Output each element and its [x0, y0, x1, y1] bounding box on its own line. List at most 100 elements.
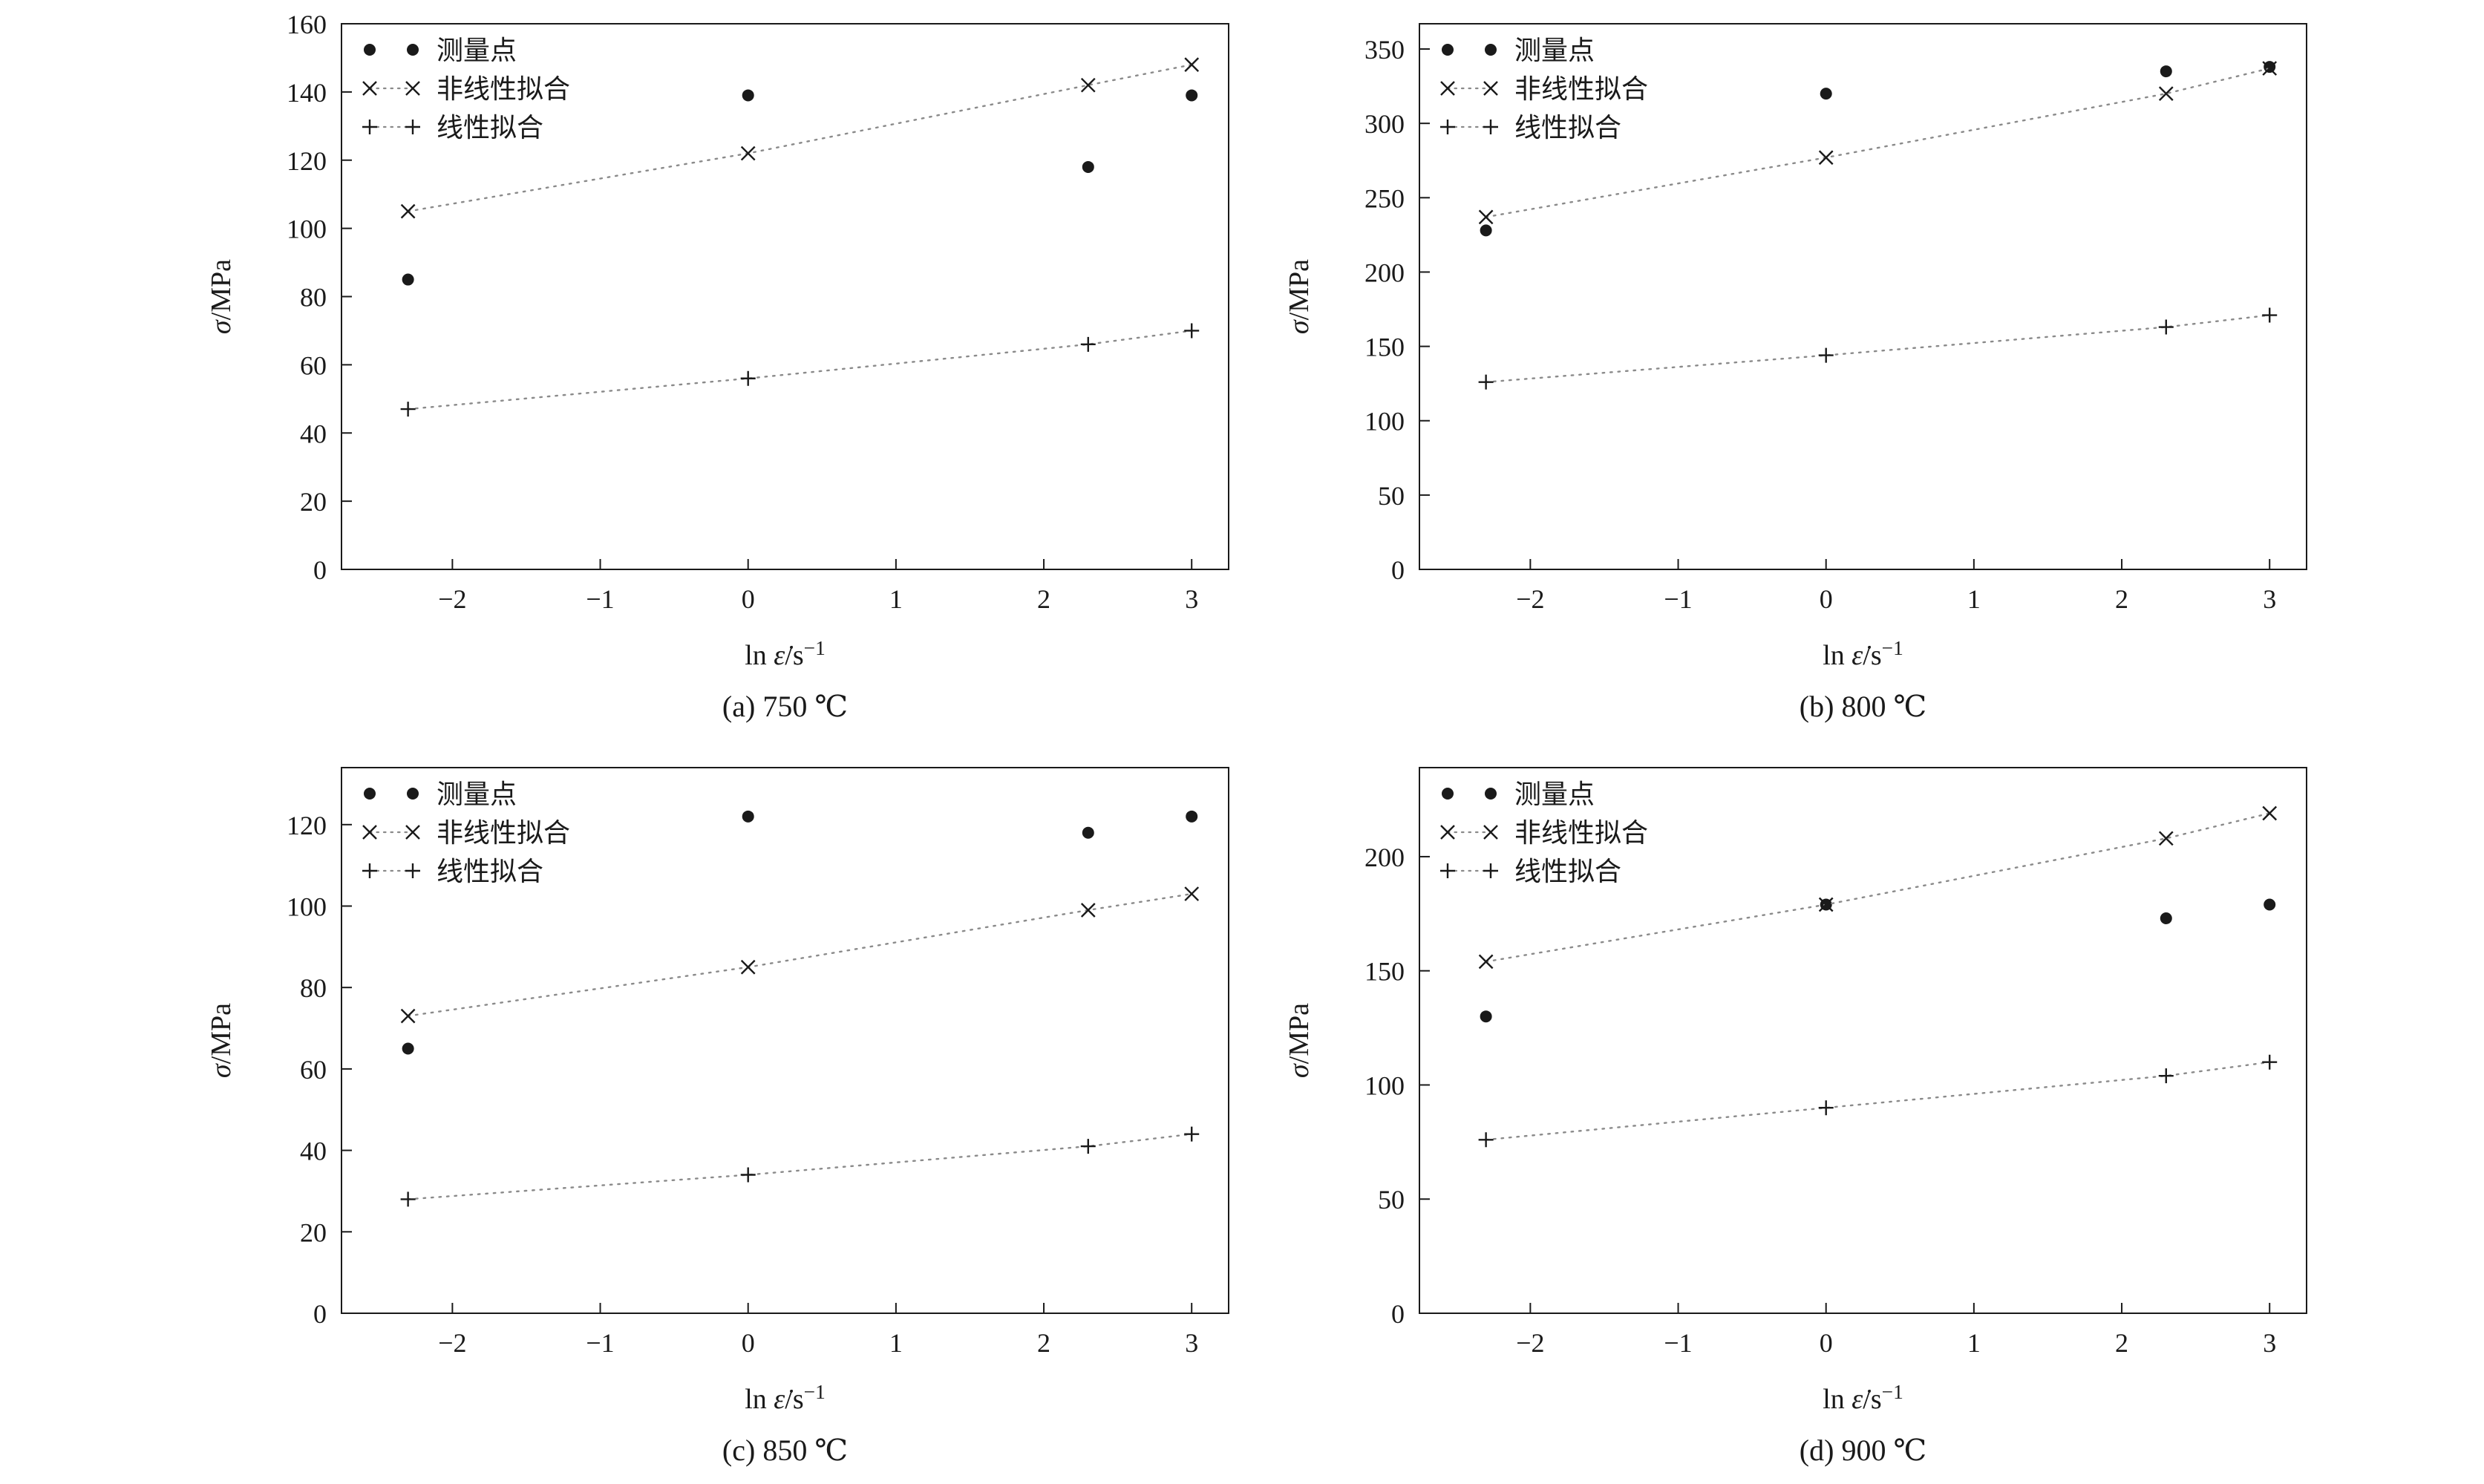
dot-marker — [1082, 826, 1094, 839]
legend-item: 非线性拟合 — [1440, 74, 1648, 104]
x-tick-label: −2 — [1516, 584, 1544, 614]
y-tick-label: 0 — [313, 1299, 327, 1329]
dot-marker — [364, 44, 376, 56]
chart-a: −2 −1 0 1 2 3 0 20 40 60 80 100 120 140 160 测量点非线性拟合线性拟… — [206, 10, 1229, 671]
x-marker — [2158, 831, 2174, 846]
x-marker — [1478, 954, 1494, 970]
x-marker — [405, 81, 420, 96]
legend-label: 测量点 — [437, 36, 517, 65]
dot-marker — [364, 788, 376, 800]
dot-marker — [2160, 65, 2172, 78]
legend-item: 测量点 — [364, 36, 517, 65]
x-marker — [1483, 825, 1498, 840]
y-tick-label: 20 — [300, 1217, 327, 1247]
x-tick-label: 1 — [889, 584, 903, 614]
fit-line — [407, 63, 1193, 212]
y-tick-label: 60 — [300, 350, 327, 380]
plot-frame — [1419, 23, 2307, 570]
legend-item: 线性拟合 — [362, 113, 543, 143]
plot-frame — [341, 23, 1229, 570]
plus-marker — [405, 863, 420, 878]
plot-frame — [1419, 767, 2307, 1314]
fit-line — [1485, 1061, 2271, 1141]
y-tick-label: 120 — [287, 146, 327, 176]
dot-marker — [2264, 898, 2276, 911]
fit-line — [1485, 812, 2271, 963]
y-tick-label: 150 — [1364, 957, 1405, 987]
chart-panel-b: −2 −1 0 1 2 3 0 50 100 150 200 250 300 350 测量点 非线性拟合 线性拟… — [1197, 1, 2347, 743]
legend-label: 线性拟合 — [437, 857, 543, 886]
chart-panel-c: −2 −1 0 1 2 3 0 20 40 60 80 100 120 测量点 非线性拟合 线性拟合 ln ε̇… — [119, 745, 1269, 1484]
plus-marker — [1440, 863, 1455, 878]
y-axis-label: σ/MPa — [206, 259, 237, 334]
fit-line — [1485, 314, 2271, 383]
x-marker — [1478, 209, 1494, 225]
x-axis-label: ln ε̇/s−1 — [745, 1381, 826, 1415]
x-tick-label: 0 — [742, 1328, 755, 1358]
plus-marker — [400, 402, 416, 417]
plus-marker — [2262, 307, 2278, 323]
y-axis-label: σ/MPa — [1284, 259, 1315, 334]
dot-marker — [1820, 88, 1832, 100]
dot-marker — [1480, 1010, 1492, 1023]
chart-panel-d: −2 −1 0 1 2 3 0 50 100 150 200 测量点 非线性拟合 线性拟合 ln ε̇/s−… — [1197, 745, 2347, 1484]
x-marker — [1184, 57, 1200, 72]
dot-marker — [742, 89, 754, 102]
chart-caption-d: (d) 900 ℃ — [1799, 1434, 1927, 1467]
chart-caption-b: (b) 800 ℃ — [1799, 690, 1927, 723]
x-tick-label: −1 — [586, 1328, 614, 1358]
y-tick-label: 200 — [1364, 843, 1405, 872]
x-marker — [362, 81, 377, 96]
dot-marker — [2264, 61, 2276, 73]
y-tick-label: 50 — [1378, 481, 1405, 511]
plus-marker — [740, 370, 756, 386]
x-marker — [2158, 86, 2174, 101]
y-tick-label: 120 — [287, 811, 327, 840]
legend-item: 测量点 — [364, 779, 517, 809]
y-tick-label: 100 — [1364, 1070, 1405, 1100]
y-tick-label: 80 — [300, 973, 327, 1003]
dot-marker — [402, 273, 414, 286]
y-tick-label: 250 — [1364, 183, 1405, 213]
x-marker — [1184, 886, 1200, 901]
x-tick-label: 2 — [1037, 1328, 1050, 1358]
dot-marker — [1480, 224, 1492, 237]
x-marker — [740, 146, 756, 161]
y-tick-label: 100 — [287, 892, 327, 921]
y-tick-label: 150 — [1364, 333, 1405, 362]
x-tick-label: −2 — [438, 584, 466, 614]
dot-marker — [1442, 44, 1454, 56]
chart-b: −2 −1 0 1 2 3 0 50 100 150 200 250 300 350 测量点非线性拟合线性拟… — [1284, 23, 2307, 671]
x-marker — [400, 203, 416, 219]
y-tick-label: 40 — [300, 419, 327, 448]
x-tick-label: 3 — [1185, 584, 1198, 614]
y-tick-label: 0 — [1391, 555, 1405, 585]
plus-marker — [405, 120, 420, 134]
x-tick-label: −1 — [1664, 1328, 1692, 1358]
legend-item: 测量点 — [1442, 36, 1595, 65]
y-tick-label: 60 — [300, 1055, 327, 1085]
y-tick-label: 50 — [1378, 1185, 1405, 1215]
legend-label: 非线性拟合 — [1514, 818, 1648, 848]
legend-label: 线性拟合 — [1514, 113, 1621, 143]
x-marker — [2262, 805, 2278, 821]
legend-label: 测量点 — [1514, 779, 1595, 809]
legend-label: 线性拟合 — [437, 113, 543, 143]
x-tick-label: −2 — [438, 1328, 466, 1358]
x-tick-label: 2 — [1037, 584, 1050, 614]
chart-caption-c: (c) 850 ℃ — [722, 1434, 849, 1467]
y-tick-label: 40 — [300, 1137, 327, 1166]
plus-marker — [2158, 319, 2174, 335]
legend-item: 线性拟合 — [1440, 113, 1621, 143]
plus-marker — [2158, 1068, 2174, 1084]
x-marker — [1483, 81, 1498, 96]
dot-marker — [1186, 810, 1198, 823]
legend-item: 线性拟合 — [1440, 857, 1621, 886]
dot-marker — [1485, 788, 1497, 800]
x-tick-label: 0 — [1820, 1328, 1833, 1358]
dot-marker — [1442, 788, 1454, 800]
y-tick-label: 160 — [287, 10, 327, 39]
chart-caption-a: (a) 750 ℃ — [722, 690, 849, 723]
plot-frame — [341, 767, 1229, 1314]
plus-marker — [362, 863, 377, 878]
